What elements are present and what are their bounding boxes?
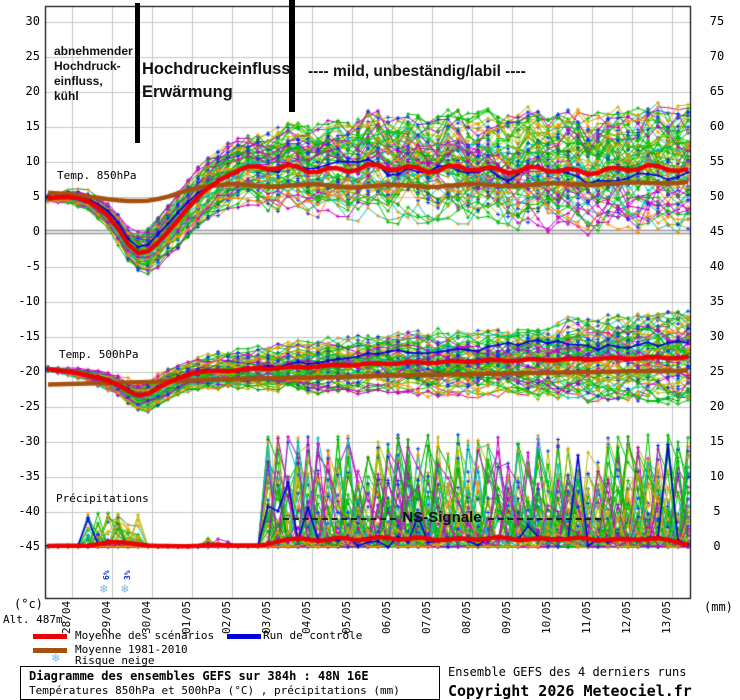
x-date-label: 07/05 [420,600,433,634]
panel-label-temp500: Temp. 500hPa [59,348,139,361]
x-date-label: 11/05 [580,600,593,634]
footer-title-box: Diagramme des ensembles GEFS sur 384h : … [20,666,440,700]
diagram-title: Diagramme des ensembles GEFS sur 384h : … [29,669,369,683]
left-tick-label: -25 [18,399,40,413]
left-tick-label: 10 [25,154,40,168]
right-tick-label: 35 [709,294,725,308]
right-tick-label: 65 [709,84,725,98]
right-tick-label: 50 [709,189,725,203]
legend-swatch-control [227,634,261,639]
panel-label-precip: Précipitations [56,492,149,505]
annotation-cool-phase: abnehmender Hochdruck- einfluss, kühl [54,44,133,104]
right-tick-label: 60 [709,119,725,133]
annotation-line: Erwärmung [142,83,233,101]
left-tick-label: -45 [18,539,40,553]
left-tick-label: 5 [32,189,40,203]
x-date-label: 09/05 [500,600,513,634]
legend-label-control: Run de contrôle [263,629,363,642]
right-tick-label: 75 [709,14,725,28]
x-date-label: 13/05 [660,600,673,634]
right-tick-label: 40 [709,259,725,273]
annotation-line: Hochdruckeinfluss, [142,60,296,78]
right-tick-label: 10 [709,469,725,483]
x-date-label: 10/05 [540,600,553,634]
left-tick-label: 25 [25,49,40,63]
x-date-label: 12/05 [620,600,633,634]
snowflake-icon: ❄ [52,651,60,666]
annotation-line: einfluss, [54,74,103,88]
right-tick-label: 45 [709,224,725,238]
legend-label-climate: Moyenne 1981-2010 [75,643,188,656]
annotation-warming-phase: Hochdruckeinfluss, Erwärmung [142,58,295,104]
left-tick-label: 0 [32,224,40,238]
annotation-mild-phase: ---- mild, unbeständig/labil ---- [308,63,526,80]
left-tick-label: -20 [18,364,40,378]
snowflake-icon: ❄ [100,582,108,597]
x-date-label: 02/05 [220,600,233,634]
left-axis-unit: (°c) [14,597,43,611]
left-tick-label: -40 [18,504,40,518]
left-tick-label: 15 [25,119,40,133]
right-tick-label: 0 [713,539,721,553]
phase-divider-bar-1 [135,3,140,143]
legend-swatch-mean [33,634,67,639]
right-axis-unit: (mm) [704,600,733,614]
phase-divider-bar-2 [289,0,295,112]
dashed-line-left [283,517,397,520]
left-tick-label: -10 [18,294,40,308]
panel-label-temp850: Temp. 850hPa [57,169,137,182]
right-tick-label: 25 [709,364,725,378]
dashed-line-right [487,517,601,520]
runs-info: Ensemble GEFS des 4 derniers runs [448,665,687,679]
left-tick-label: -35 [18,469,40,483]
right-tick-label: 70 [709,49,725,63]
snow-risk-percent: 3% [123,570,132,580]
left-tick-label: 20 [25,84,40,98]
left-tick-label: -15 [18,329,40,343]
right-tick-label: 55 [709,154,725,168]
legend-label-snow: Risque neige [75,654,155,667]
right-tick-label: 20 [709,399,725,413]
left-tick-label: -30 [18,434,40,448]
right-tick-label: 15 [709,434,725,448]
ns-signal-label: NS-Signale [402,509,482,526]
legend-swatch-climate [33,648,67,653]
annotation-line: Hochdruck- [54,59,121,73]
annotation-line: kühl [54,89,79,103]
snow-risk-percent: 6% [102,570,111,580]
diagram-subtitle: Températures 850hPa et 500hPa (°C) , pré… [29,684,400,697]
left-tick-label: 30 [25,14,40,28]
x-date-label: 06/05 [380,600,393,634]
left-tick-label: -5 [25,259,40,273]
right-tick-label: 5 [713,504,721,518]
copyright: Copyright 2026 Meteociel.fr [448,682,692,700]
legend-label-mean: Moyenne des scénarios [75,629,215,642]
right-tick-label: 30 [709,329,725,343]
x-date-label: 08/05 [460,600,473,634]
annotation-precip-signal: NS-Signale [283,509,601,526]
altitude-label: Alt. 487m [3,613,63,626]
snowflake-icon: ❄ [121,582,129,597]
annotation-line: abnehmender [54,44,133,58]
